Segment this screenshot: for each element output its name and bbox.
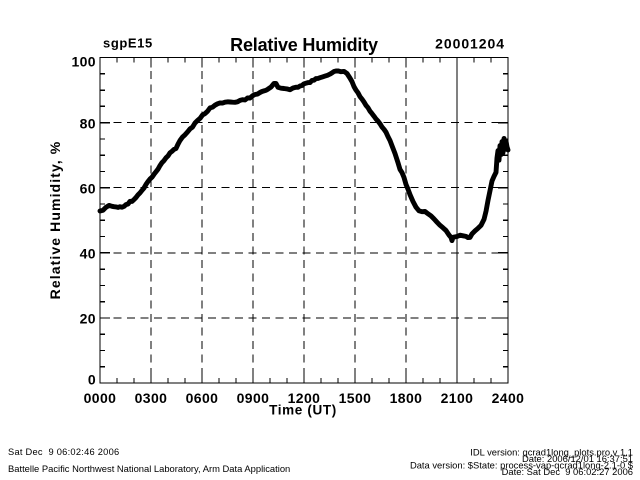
svg-text:0600: 0600 bbox=[186, 390, 219, 406]
svg-text:2400: 2400 bbox=[492, 390, 525, 406]
svg-text:0: 0 bbox=[88, 372, 96, 388]
svg-text:0000: 0000 bbox=[84, 390, 117, 406]
svg-text:0300: 0300 bbox=[135, 390, 168, 406]
svg-text:1200: 1200 bbox=[288, 390, 321, 406]
svg-text:60: 60 bbox=[80, 180, 96, 196]
svg-text:Relative Humidity, %: Relative Humidity, % bbox=[47, 141, 63, 300]
svg-text:2100: 2100 bbox=[441, 390, 474, 406]
svg-text:20001204: 20001204 bbox=[435, 36, 505, 52]
svg-text:20: 20 bbox=[80, 310, 96, 326]
svg-text:Date: Sat Dec 9 06:02:27 2006: Date: Sat Dec 9 06:02:27 2006 bbox=[502, 466, 633, 477]
svg-text:100: 100 bbox=[71, 54, 96, 70]
svg-text:IDL version: qcrad1long_plots.: IDL version: qcrad1long_plots.pro,v 1.1 bbox=[470, 447, 633, 458]
svg-text:Date: 2006/12/01 16:37:51: Date: 2006/12/01 16:37:51 bbox=[522, 453, 633, 464]
svg-text:40: 40 bbox=[80, 245, 96, 261]
svg-text:Relative Humidity: Relative Humidity bbox=[230, 35, 378, 55]
svg-text:Sat Dec 9 06:02:46 2006: Sat Dec 9 06:02:46 2006 bbox=[8, 447, 119, 457]
svg-text:Time (UT): Time (UT) bbox=[269, 403, 337, 418]
svg-text:Battelle Pacific Northwest Nat: Battelle Pacific Northwest National Labo… bbox=[8, 463, 290, 474]
svg-text:80: 80 bbox=[80, 115, 96, 131]
svg-text:Data version: $State: process-: Data version: $State: process-vap-qcrad1… bbox=[410, 460, 634, 471]
svg-text:1800: 1800 bbox=[390, 390, 423, 406]
svg-text:sgpE15: sgpE15 bbox=[103, 36, 153, 51]
svg-text:1500: 1500 bbox=[339, 390, 372, 406]
svg-text:0900: 0900 bbox=[237, 390, 270, 406]
